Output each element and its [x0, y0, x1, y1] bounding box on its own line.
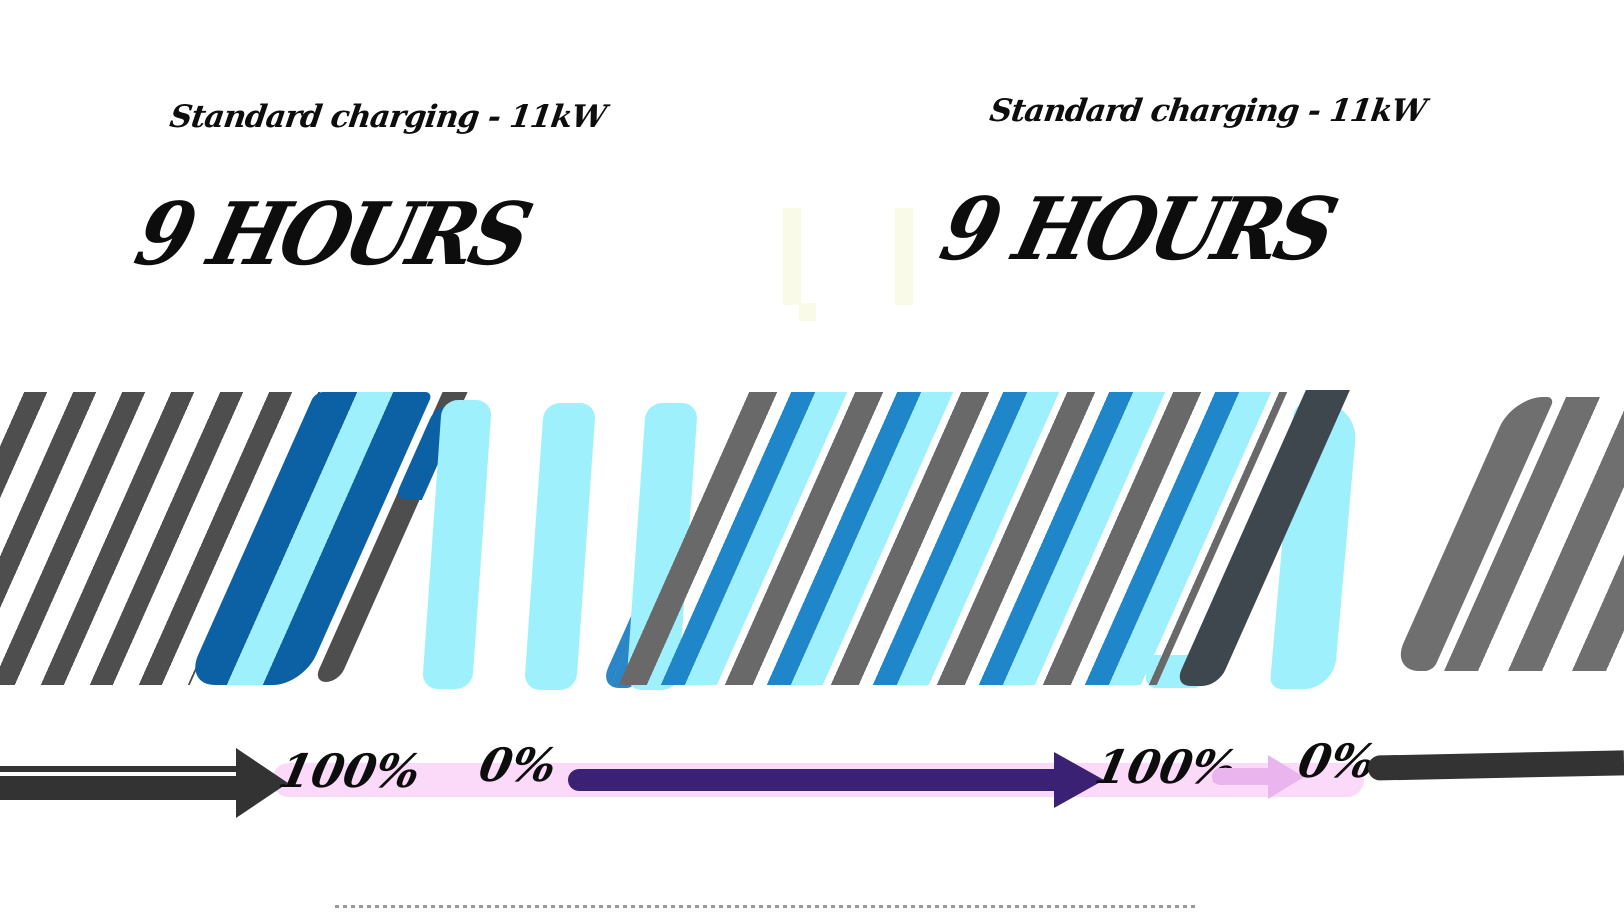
dark-arrow-right-icon: [236, 748, 288, 818]
dark-arrow-shaft: [0, 766, 238, 800]
left-panel-duration: 9 HOURS: [126, 184, 538, 285]
left-panel-title: Standard charging - 11kW: [167, 99, 608, 135]
right-panel-duration: 9 HOURS: [931, 179, 1343, 280]
dotted-baseline: [335, 905, 1195, 908]
right-panel-title: Standard charging - 11kW: [987, 93, 1428, 129]
pink-arrow-right-icon: [1268, 755, 1304, 799]
dark-arrow-shaft: [1367, 750, 1624, 781]
charging-arrow-right-icon: [1054, 752, 1104, 808]
battery-full-label: 100%: [274, 744, 426, 798]
ghost-bar: [895, 208, 913, 305]
pink-arrow-shaft: [1212, 768, 1270, 785]
ghost-square: [799, 303, 816, 321]
battery-empty-label: 0%: [474, 738, 562, 792]
middle-battery-stripes: [610, 392, 1288, 685]
battery-segment-cyan: [523, 403, 597, 690]
ghost-bar: [783, 208, 801, 305]
charging-arrow-shaft: [568, 769, 1056, 791]
